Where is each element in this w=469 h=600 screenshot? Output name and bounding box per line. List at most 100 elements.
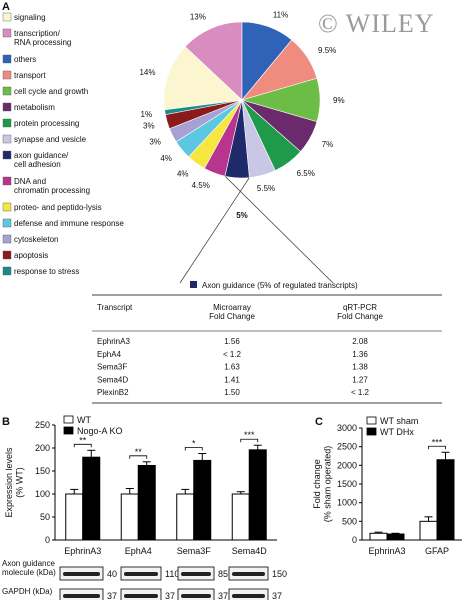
value-label: 13% — [190, 12, 206, 21]
y-tick-label: 150 — [35, 466, 50, 476]
table-marker — [190, 281, 197, 288]
y-tick-label: 100 — [35, 489, 50, 499]
table-header: Microarray Fold Change — [209, 303, 255, 321]
table-cell: PlexinB2 — [97, 388, 129, 397]
table-cell: < 1.2 — [351, 388, 370, 397]
x-tick-label: EphA4 — [125, 546, 152, 556]
legend-swatch — [2, 86, 12, 96]
table-cell: 1.56 — [224, 337, 240, 346]
legend-swatch — [2, 202, 12, 212]
legend-label: proteo- and peptido-lysis — [14, 203, 102, 212]
value-label: 4.5% — [192, 181, 210, 190]
bar — [120, 493, 139, 541]
legend-label: WT — [77, 415, 91, 425]
blot-label: Axon guidance molecule (kDa) — [2, 559, 56, 577]
legend-swatch — [2, 266, 12, 276]
legend-swatch — [2, 176, 12, 186]
bar — [248, 449, 267, 541]
legend-label: synapse and vesicle — [14, 135, 87, 144]
table-cell: Sema4D — [97, 375, 128, 384]
legend-label: cytoskeleton — [14, 235, 58, 244]
y-axis-label: Expression levels(% WT) — [4, 447, 24, 518]
blot-size: 37 — [107, 591, 117, 600]
pie-slice — [163, 46, 243, 111]
table-cell: EphA4 — [97, 350, 122, 359]
legend-label: WT sham — [380, 416, 418, 426]
bar — [386, 533, 405, 541]
legend-label: metabolism — [14, 103, 55, 112]
bar — [231, 493, 250, 541]
table-header: Transcript — [97, 303, 133, 312]
blot-label: GAPDH (kDa) — [2, 587, 53, 596]
legend-label: response to stress — [14, 267, 79, 276]
table-title: Axon guidance (5% of regulated transcrip… — [202, 281, 358, 290]
table-cell: < 1.2 — [223, 350, 242, 359]
bar — [82, 456, 101, 541]
blot-band — [232, 594, 265, 598]
legend-swatch — [2, 218, 12, 228]
value-label: 3% — [143, 121, 155, 130]
y-tick-label: 2000 — [337, 460, 357, 470]
y-tick-label: 250 — [35, 420, 50, 430]
legend-label: axon guidance/cell adhesion — [14, 151, 69, 169]
legend-swatch — [2, 28, 12, 38]
value-label: 1% — [141, 110, 153, 119]
table-cell: 2.08 — [352, 337, 368, 346]
legend-label: Nogo-A KO — [77, 426, 123, 436]
table-cell: 1.27 — [352, 375, 368, 384]
significance-label: *** — [244, 430, 255, 440]
legend-swatch — [2, 134, 12, 144]
y-tick-label: 200 — [35, 443, 50, 453]
table-cell: EphrinA3 — [97, 337, 130, 346]
significance-bracket — [73, 443, 92, 448]
bar — [369, 532, 388, 541]
legend-label: apoptosis — [14, 251, 48, 260]
table-cell: 1.50 — [224, 388, 240, 397]
value-label: 3% — [149, 137, 161, 146]
table-cell: Sema3F — [97, 363, 127, 372]
legend-swatch — [2, 250, 12, 260]
y-tick-label: 2500 — [337, 442, 357, 452]
legend-swatch — [63, 426, 74, 435]
significance-bracket — [184, 447, 203, 451]
legend-swatch — [366, 416, 377, 425]
legend-label: WT DHx — [380, 427, 414, 437]
blot-band — [63, 594, 100, 598]
significance-bracket — [240, 438, 259, 443]
x-tick-label: EphrinA3 — [64, 546, 101, 556]
blot-band — [124, 594, 158, 598]
value-label: 5.5% — [257, 184, 275, 193]
legend-label: defense and immune response — [14, 219, 124, 228]
y-tick-label: 50 — [40, 512, 50, 522]
x-tick-label: EphrinA3 — [368, 546, 405, 556]
x-tick-label: Sema4D — [232, 546, 268, 556]
value-label: 4% — [160, 154, 172, 163]
blot-size: 85 — [218, 569, 228, 579]
blot-size: 37 — [165, 591, 175, 600]
y-tick-label: 1500 — [337, 479, 357, 489]
callout-line — [179, 177, 250, 284]
legend-swatch — [2, 102, 12, 112]
table-cell: 1.38 — [352, 363, 368, 372]
table-cell: 1.63 — [224, 363, 240, 372]
blot-band — [232, 572, 265, 576]
bar — [193, 459, 212, 541]
value-label: 7% — [322, 140, 334, 149]
blot-band — [63, 572, 100, 576]
pie-slice — [164, 99, 243, 115]
blot-size: 40 — [107, 569, 117, 579]
legend-swatch — [2, 54, 12, 64]
blot-band — [181, 594, 211, 598]
significance-label: ** — [79, 435, 87, 445]
blot-size: 37 — [272, 591, 282, 600]
significance-label: ** — [135, 447, 143, 457]
value-label: 9% — [333, 96, 345, 105]
legend-label: cell cycle and growth — [14, 87, 88, 96]
x-tick-label: GFAP — [425, 546, 449, 556]
legend-label: transcription/RNA processing — [14, 29, 71, 47]
significance-label: *** — [432, 437, 443, 447]
y-tick-label: 0 — [352, 535, 357, 545]
panel-label: B — [2, 416, 10, 428]
y-tick-label: 3000 — [337, 423, 357, 433]
